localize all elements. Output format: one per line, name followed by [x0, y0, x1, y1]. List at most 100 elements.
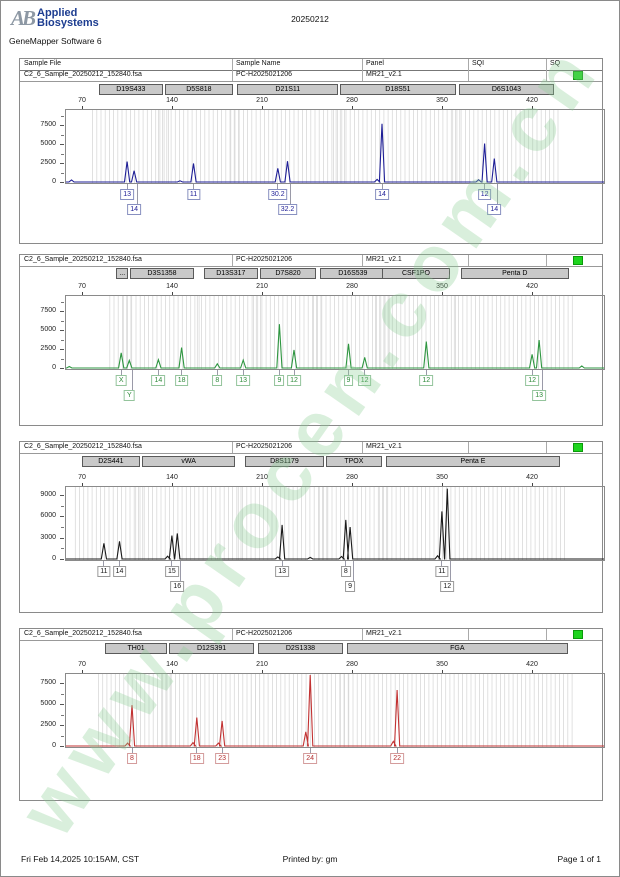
y-tick-label-9000: 9000 [40, 491, 56, 499]
x-tick-label-210: 210 [256, 97, 268, 104]
dye-trace-blue [66, 123, 604, 183]
x-tick-mark [262, 106, 263, 110]
x-tick-mark [442, 670, 443, 674]
allele-leader-line [136, 184, 138, 204]
x-tick-label-420: 420 [526, 97, 538, 104]
marker-row: D2S441 vWA D8S1179 TPOX Penta E [65, 456, 605, 468]
panel-value: MR21_v2.1 [366, 256, 402, 263]
panel-value: MR21_v2.1 [366, 630, 402, 637]
allele-labels-green: X Y 14 18 8 13 9 12 9 12 12 12 13 [65, 370, 605, 410]
y-tick-mark [60, 537, 64, 539]
allele-leader-line [364, 370, 366, 375]
allele-label-8: 8 [127, 753, 137, 764]
marker-box-CSF1PO: CSF1PO [382, 268, 450, 279]
allele-leader-line [157, 370, 159, 375]
column-separator [362, 59, 363, 70]
marker-box-PentaD: Penta D [460, 268, 569, 279]
y-tick-mark [60, 746, 64, 747]
app-title: GeneMapper Software 6 [9, 36, 102, 46]
allele-label-12: 12 [357, 375, 372, 386]
col-sq: SQ [550, 60, 561, 67]
allele-leader-line [193, 184, 194, 189]
allele-label-Y: Y [123, 390, 135, 401]
allele-label-32.2: 32.2 [277, 204, 298, 215]
ab-logo-mark: AB [11, 6, 36, 30]
sample-row: C2_6_Sample_20250212_152840.fsa PC-H20250… [20, 442, 602, 454]
allele-leader-line [541, 370, 543, 390]
allele-label-13: 13 [532, 390, 546, 401]
x-tick-mark [82, 106, 83, 110]
x-tick-label-420: 420 [526, 474, 538, 481]
marker-box-D21S11: D21S11 [237, 84, 339, 95]
allele-leader-line [441, 561, 443, 566]
allele-labels-red: 8 18 23 24 22 [65, 748, 605, 788]
allele-leader-line [131, 370, 133, 390]
y-tick-mark [60, 559, 64, 560]
applied-biosystems-logo: AB Applied Biosystems [11, 7, 99, 29]
allele-label-11: 11 [186, 189, 201, 200]
y-minor-tick [61, 172, 64, 174]
x-tick-label-210: 210 [256, 283, 268, 290]
allele-label-12: 12 [477, 189, 492, 200]
marker-box-D2S1338: D2S1338 [257, 643, 344, 654]
column-separator [546, 59, 547, 70]
marker-row: ... D3S1358 D13S317 D7S820 D16S539 CSF1PO Pent… [65, 268, 605, 280]
y-tick-label-0: 0 [52, 178, 56, 185]
allele-label-8: 8 [340, 566, 351, 577]
allele-leader-line [281, 561, 283, 566]
x-tick-mark [172, 670, 173, 674]
x-axis-row: 70 140 210 280 350 420 [65, 97, 605, 110]
allele-label-14: 14 [127, 204, 141, 215]
x-tick-mark [82, 292, 83, 296]
y-tick-label-5000: 5000 [40, 140, 56, 148]
x-tick-mark [262, 483, 263, 487]
x-tick-mark [532, 292, 533, 296]
marker-box-D18S51: D18S51 [339, 84, 456, 95]
marker-box-vWA: vWA [142, 456, 236, 467]
x-tick-label-140: 140 [166, 474, 178, 481]
column-separator [362, 442, 363, 453]
x-tick-mark [532, 670, 533, 674]
y-tick-label-7500: 7500 [40, 679, 56, 687]
x-tick-label-350: 350 [436, 661, 448, 668]
col-panel: Panel [366, 60, 384, 67]
y-minor-tick [61, 301, 64, 303]
allele-leader-line [381, 184, 383, 189]
y-tick-mark [60, 125, 64, 127]
sample-name-value: PC-H2025021206 [236, 630, 293, 637]
y-minor-tick [61, 339, 64, 341]
x-tick-label-280: 280 [346, 661, 358, 668]
x-tick-mark [352, 483, 353, 487]
marker-box-FGA: FGA [346, 643, 568, 654]
marker-box-D7S820: D7S820 [259, 268, 317, 279]
y-tick-label-2500: 2500 [40, 345, 56, 353]
sample-row: C2_6_Sample_20250212_152840.fsa PC-H20250… [20, 70, 602, 82]
x-tick-mark [172, 483, 173, 487]
allele-label-X: X [115, 375, 127, 386]
x-tick-label-210: 210 [256, 661, 268, 668]
marker-box-D5S818: D5S818 [164, 84, 233, 95]
allele-label-15: 15 [164, 566, 179, 577]
x-tick-mark [532, 106, 533, 110]
x-tick-mark [82, 670, 83, 674]
column-separator [546, 442, 547, 453]
report-date: 20250212 [291, 14, 329, 24]
allele-label-9: 9 [345, 581, 356, 592]
x-tick-label-70: 70 [78, 97, 86, 104]
y-tick-mark [60, 704, 64, 706]
allele-leader-line [484, 184, 486, 189]
column-separator [232, 629, 233, 640]
sample-table-header: Sample File Sample Name Panel SQI SQ [20, 59, 602, 71]
allele-leader-line [345, 561, 347, 566]
x-tick-label-350: 350 [436, 283, 448, 290]
column-separator [546, 70, 547, 81]
allele-label-14: 14 [375, 189, 389, 200]
y-tick-label-0: 0 [52, 555, 56, 562]
electropherogram-plot-red: 0 2500 5000 7500 [40, 673, 605, 749]
x-tick-mark [352, 670, 353, 674]
x-tick-label-210: 210 [256, 474, 268, 481]
allele-leader-line [221, 748, 223, 753]
allele-labels-blue: 13 14 11 30.2 32.2 14 12 14 [65, 184, 605, 224]
allele-label-9: 9 [343, 375, 354, 386]
sample-file-value: C2_6_Sample_20250212_152840.fsa [24, 443, 142, 450]
